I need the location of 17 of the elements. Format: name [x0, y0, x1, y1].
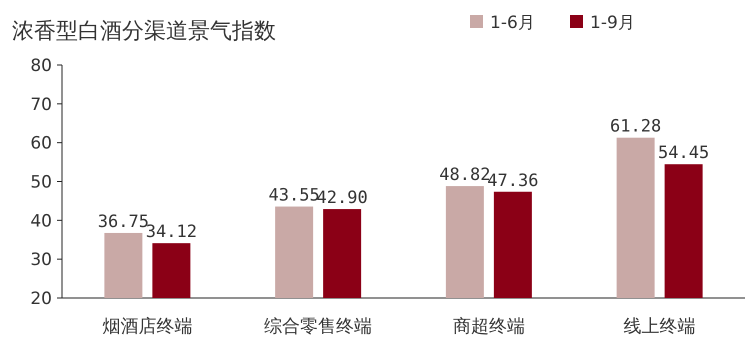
legend-label: 1-6月: [490, 13, 535, 33]
y-tick-label: 40: [30, 211, 52, 232]
legend-label: 1-9月: [590, 13, 635, 33]
x-tick-label: 商超终端: [452, 316, 525, 337]
y-tick-label: 60: [30, 134, 52, 154]
y-tick-label: 80: [30, 56, 52, 76]
y-tick-label: 30: [30, 250, 52, 270]
text: 61.28: [610, 116, 662, 137]
x-tick-label: 烟酒店终端: [102, 316, 192, 337]
y-tick-label: 20: [30, 289, 52, 309]
y-tick-label: 50: [30, 172, 52, 192]
text: 36.75: [98, 212, 149, 232]
text: 54.45: [658, 143, 710, 164]
title: 浓香型白酒分渠道景气指数: [12, 19, 276, 44]
x-tick-label: 综合零售终端: [264, 316, 372, 337]
x-tick-label: 线上终端: [624, 316, 696, 337]
y-tick-label: 70: [30, 94, 52, 115]
